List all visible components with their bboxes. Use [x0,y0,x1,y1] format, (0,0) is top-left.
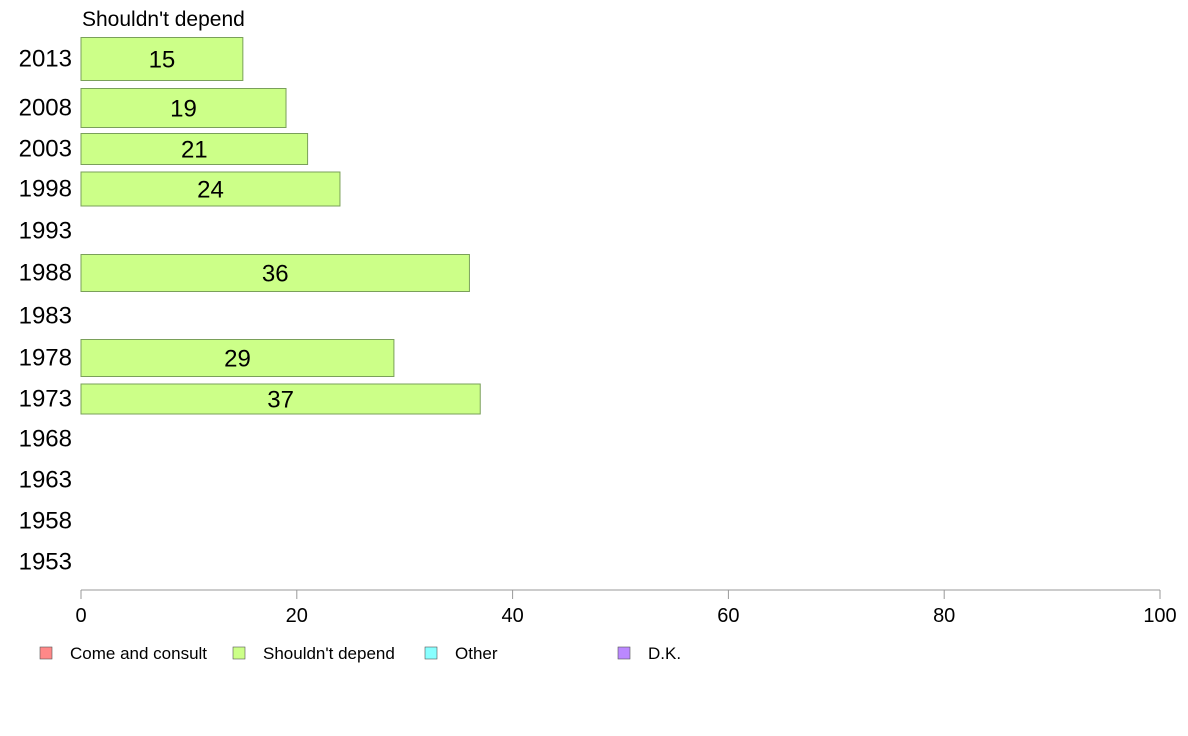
bar-1998 [80,171,341,207]
bar-1978 [80,339,395,377]
year-label-2013: 2013 [19,46,72,73]
chart-title: Shouldn't depend [82,8,245,31]
x-tick-label-20: 20 [286,605,308,627]
legend-swatch-shouldn-t-depend [232,646,246,660]
year-label-1978: 1978 [19,345,72,372]
year-label-2008: 2008 [19,95,72,122]
year-label-1953: 1953 [19,549,72,576]
x-tick-label-60: 60 [717,605,739,627]
bars: 15 19 21 24 36 29 37 [80,37,481,415]
legend-label-come-and-consult: Come and consult [70,644,207,663]
year-label-2003: 2003 [19,136,72,163]
x-tick-label-80: 80 [933,605,955,627]
bar-2003 [80,133,309,165]
bar-value-label-2013: 15 [149,47,176,74]
bar-1988 [80,254,470,292]
year-label-1963: 1963 [19,467,72,494]
year-label-1973: 1973 [19,386,72,413]
x-axis: 0 20 40 60 80 100 [75,589,1177,627]
bar-value-label-1988: 36 [262,261,289,288]
bar-value-label-1998: 24 [197,177,224,204]
bar-value-label-2008: 19 [170,96,197,123]
bar-2008 [80,88,287,128]
x-tick-label-100: 100 [1143,605,1176,627]
year-label-1968: 1968 [19,426,72,453]
bar-value-label-1973: 37 [267,387,294,414]
legend-label-d-k: D.K. [648,644,681,663]
bar-value-label-2003: 21 [181,137,208,164]
bar-2013 [80,37,244,81]
x-tick-label-0: 0 [75,605,86,627]
year-label-1958: 1958 [19,508,72,535]
year-label-1993: 1993 [19,218,72,245]
year-label-1988: 1988 [19,260,72,287]
legend: Come and consult Shouldn't depend Other D.K… [39,644,681,663]
legend-swatch-come-and-consult [39,646,53,660]
legend-swatch-d-k [617,646,631,660]
legend-label-shouldn-t-depend: Shouldn't depend [263,644,395,663]
bar-1973 [80,383,481,415]
legend-swatch-other [424,646,438,660]
bar-value-label-1978: 29 [224,346,251,373]
legend-label-other: Other [455,644,498,663]
year-labels: 2013 2008 2003 1998 1993 1988 1983 1978 1973 1968… [19,46,72,576]
year-label-1983: 1983 [19,303,72,330]
year-label-1998: 1998 [19,176,72,203]
x-tick-label-40: 40 [501,605,523,627]
